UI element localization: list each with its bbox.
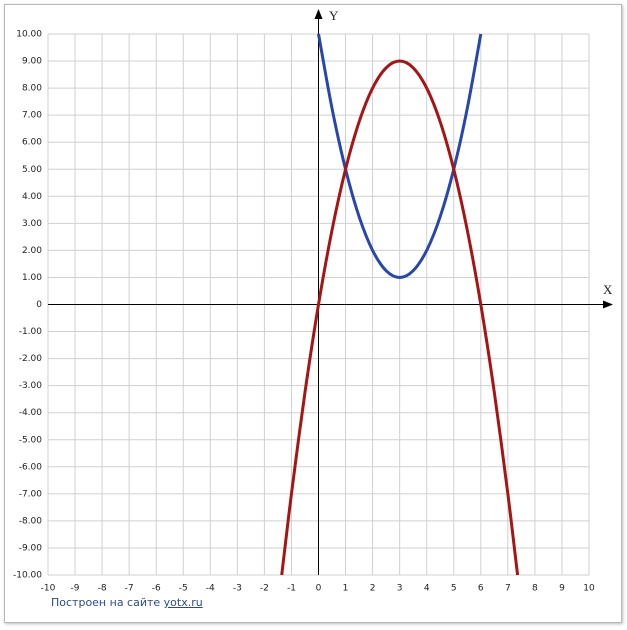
x-tick-label: 9 — [559, 584, 565, 594]
y-tick-label: 4.00 — [22, 192, 42, 202]
y-tick-label: 0 — [36, 300, 42, 310]
x-tick-label: 4 — [424, 584, 430, 594]
x-tick-label: 8 — [532, 584, 538, 594]
y-tick-label: 2.00 — [22, 246, 42, 256]
y-tick-label: -7.00 — [19, 489, 43, 499]
y-tick-label: -10.00 — [13, 571, 42, 581]
y-tick-label: -1.00 — [19, 327, 43, 337]
y-tick-label: -3.00 — [19, 381, 43, 391]
x-tick-label: -1 — [287, 584, 296, 594]
x-tick-label: -10 — [41, 584, 56, 594]
y-tick-label: -9.00 — [19, 543, 43, 553]
y-axis-label: Y — [329, 8, 339, 23]
x-tick-label: -5 — [179, 584, 188, 594]
curve — [280, 59, 520, 576]
y-tick-label: 8.00 — [22, 84, 42, 94]
x-tick-label: 10 — [583, 584, 595, 594]
y-tick-label: -6.00 — [19, 462, 43, 472]
y-tick-label: 1.00 — [22, 273, 42, 283]
y-tick-label: -4.00 — [19, 408, 43, 418]
credit: Построен на сайте yotx.ru — [51, 596, 203, 609]
frame — [4, 4, 622, 623]
x-tick-label: -7 — [125, 584, 134, 594]
y-tick-label: -2.00 — [19, 354, 43, 364]
credit-link[interactable]: yotx.ru — [163, 596, 203, 609]
y-tick-label: -8.00 — [19, 516, 43, 526]
y-tick-label: -5.00 — [19, 435, 43, 445]
y-tick-label: 5.00 — [22, 165, 42, 175]
x-axis-label: X — [603, 282, 613, 297]
y-tick-label: 6.00 — [22, 138, 42, 148]
x-tick-label: 7 — [505, 584, 511, 594]
y-tick-label: 10.00 — [16, 30, 42, 40]
credit-text: Построен на сайте — [51, 596, 161, 609]
y-tick-label: 9.00 — [22, 57, 42, 67]
x-tick-label: -6 — [152, 584, 161, 594]
x-tick-label: 0 — [316, 584, 322, 594]
y-tick-label: 7.00 — [22, 111, 42, 121]
x-tick-label: -9 — [71, 584, 80, 594]
x-tick-label: -3 — [233, 584, 242, 594]
x-tick-label: 3 — [397, 584, 403, 594]
x-tick-label: 6 — [478, 584, 484, 594]
x-tick-label: -4 — [206, 584, 215, 594]
x-tick-label: 5 — [451, 584, 457, 594]
y-tick-label: 3.00 — [22, 219, 42, 229]
x-tick-label: 2 — [370, 584, 376, 594]
x-tick-label: -8 — [98, 584, 107, 594]
x-tick-label: 1 — [343, 584, 349, 594]
x-tick-label: -2 — [260, 584, 269, 594]
